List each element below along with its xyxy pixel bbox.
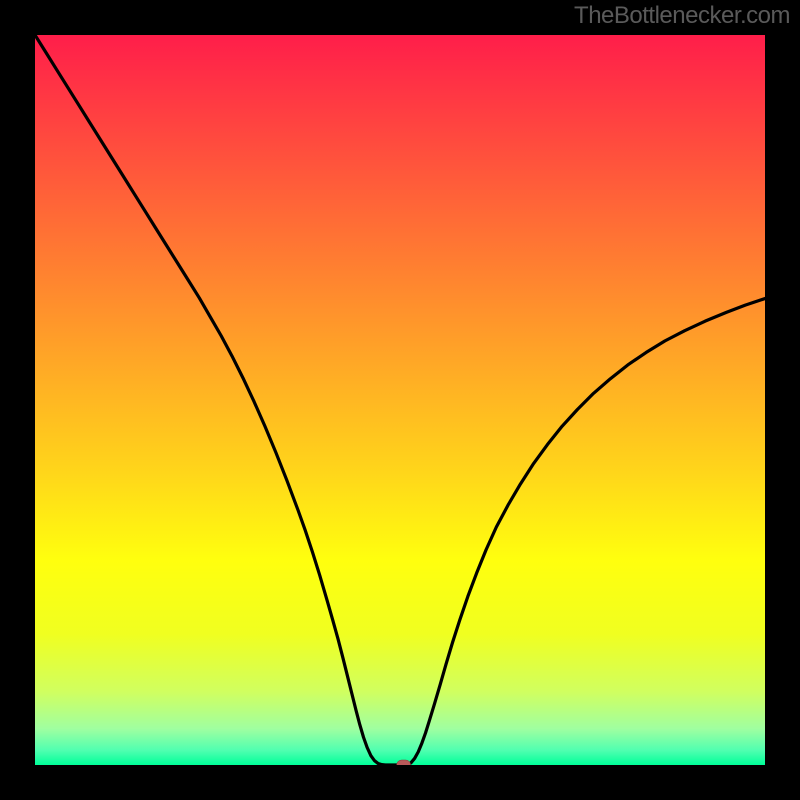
- watermark-text: TheBottlenecker.com: [574, 2, 790, 30]
- gradient-background: [35, 35, 765, 765]
- plot-svg: [35, 35, 765, 765]
- chart-container: TheBottlenecker.com: [0, 0, 800, 800]
- bottleneck-curve: [35, 35, 765, 765]
- optimal-point-marker: [397, 760, 411, 765]
- plot-area: [35, 35, 765, 765]
